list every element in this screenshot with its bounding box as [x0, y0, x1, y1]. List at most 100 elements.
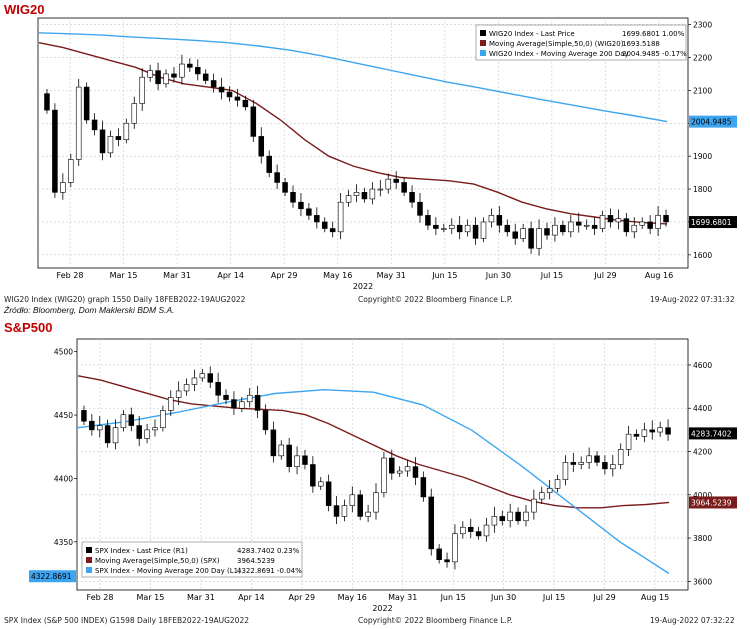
y-tick-label-left: 4450: [54, 411, 73, 420]
wig20-footer-timestamp: 19-Aug-2022 07:31:32: [650, 295, 735, 304]
x-tick-label: Apr 29: [289, 593, 316, 602]
candle-body: [321, 221, 328, 229]
y-tick-label-right: 2100: [693, 86, 712, 95]
candle-body: [515, 511, 521, 522]
candle-body: [448, 224, 455, 229]
candle-body: [591, 224, 598, 229]
candle-body: [546, 488, 553, 493]
candle-body: [599, 215, 606, 229]
candle-body: [270, 429, 277, 457]
candle-body: [199, 373, 206, 379]
candle-body: [120, 414, 127, 429]
series-line: [38, 42, 668, 225]
legend-box: [81, 541, 303, 578]
candle-body: [99, 129, 106, 154]
y-tick-label-right: 1600: [693, 251, 712, 260]
x-tick-label: Jun 15: [440, 593, 466, 602]
y-tick-label-left: 4350: [54, 538, 73, 547]
spx-footer-timestamp: 19-Aug-2022 07:32:22: [650, 616, 735, 625]
candle-body: [258, 136, 265, 157]
candle-body: [163, 73, 169, 85]
candle-body: [202, 73, 209, 81]
candle-body: [183, 384, 190, 392]
candle-body: [282, 182, 288, 193]
legend-change: -0.04%: [277, 567, 302, 575]
candle-body: [68, 159, 74, 183]
value-tag: [689, 496, 737, 509]
candle-body: [294, 455, 300, 467]
candle-body: [480, 221, 487, 239]
series-line: [77, 375, 670, 509]
candle-body: [131, 103, 138, 124]
candle-body: [81, 410, 87, 422]
wig20-title: WIG20: [4, 2, 45, 17]
value-tag: [689, 216, 737, 229]
candle-body: [586, 455, 592, 463]
candle-body: [52, 109, 58, 193]
candle-body: [349, 494, 356, 506]
candle-body: [562, 462, 569, 480]
candle-body: [314, 215, 320, 223]
candle-body: [475, 531, 482, 537]
candle-body: [602, 462, 608, 470]
x-tick-label: Mar 31: [163, 271, 191, 280]
x-tick-label: Jul 15: [542, 593, 565, 602]
candle-body: [385, 178, 392, 190]
legend-swatch: [86, 547, 92, 553]
candle-body: [210, 80, 217, 88]
legend-label: WIG20 Index - Moving Average 200 Day: [489, 50, 629, 58]
value-tag: [689, 115, 737, 128]
candle-body: [456, 224, 463, 233]
candle-body: [499, 516, 506, 522]
value-tag-text: 4322.8691: [31, 572, 72, 581]
candle-body: [361, 192, 368, 200]
x-tick-label: Jun 15: [431, 271, 457, 280]
candle-body: [242, 99, 249, 108]
legend-label: Moving Average(Simple,50,0) (WIG20): [489, 40, 624, 48]
candle-body: [75, 86, 82, 160]
candle-body: [325, 481, 332, 506]
candle-body: [617, 449, 624, 465]
candle-body: [168, 397, 174, 411]
x-tick-label: Feb 28: [57, 271, 84, 280]
candle-body: [560, 224, 566, 233]
candle-body: [136, 425, 142, 439]
y-tick-label-right: 3800: [693, 534, 712, 543]
candle-body: [575, 221, 582, 226]
x-tick-label: Jun 30: [490, 593, 516, 602]
source-note: Źródło: Bloomberg, Dom Maklerski BDM S.A…: [4, 305, 175, 315]
candle-body: [298, 201, 304, 210]
candle-body: [433, 224, 439, 229]
candle-body: [420, 477, 427, 498]
candle-body: [171, 73, 177, 78]
x-tick-label: May 16: [323, 271, 352, 280]
x-tick-label: Aug 15: [641, 593, 669, 602]
candle-body: [179, 63, 185, 78]
wig20-footer-copyright: Copyright© 2022 Bloomberg Finance L.P.: [358, 295, 513, 304]
candle-body: [345, 195, 352, 203]
y-tick-label-right: 4600: [693, 361, 712, 370]
candle-body: [607, 215, 614, 223]
y-tick-label-right: 2300: [693, 21, 712, 30]
wig20-chart: Feb 28 Mar 15 Mar 31 Apr 14 Apr 29 May 16 May …: [37, 17, 737, 290]
legend-value: 2004.9485: [622, 50, 660, 58]
candle-body: [369, 188, 376, 200]
candle-body: [246, 394, 253, 403]
candle-body: [544, 228, 550, 236]
candle-body: [647, 221, 653, 229]
candle-body: [231, 399, 237, 409]
candle-body: [377, 188, 384, 191]
candle-body: [528, 228, 534, 249]
legend-change: -0.17%: [662, 50, 687, 58]
candle-body: [191, 377, 198, 385]
value-tag-text: 3964.5239: [691, 498, 732, 507]
legend-change: 1.00%: [662, 30, 685, 38]
legend-label: SPX Index - Moving Average 200 Day (L1): [95, 567, 241, 575]
wig20-footer-left: WIG20 Index (WIG20) graph 1550 Daily 18F…: [4, 295, 246, 304]
candle-body: [504, 224, 511, 233]
x-tick-label: Feb 28: [87, 593, 114, 602]
candle-body: [302, 455, 308, 465]
candle-body: [187, 63, 193, 68]
candle-body: [444, 559, 450, 563]
candle-body: [223, 394, 229, 400]
